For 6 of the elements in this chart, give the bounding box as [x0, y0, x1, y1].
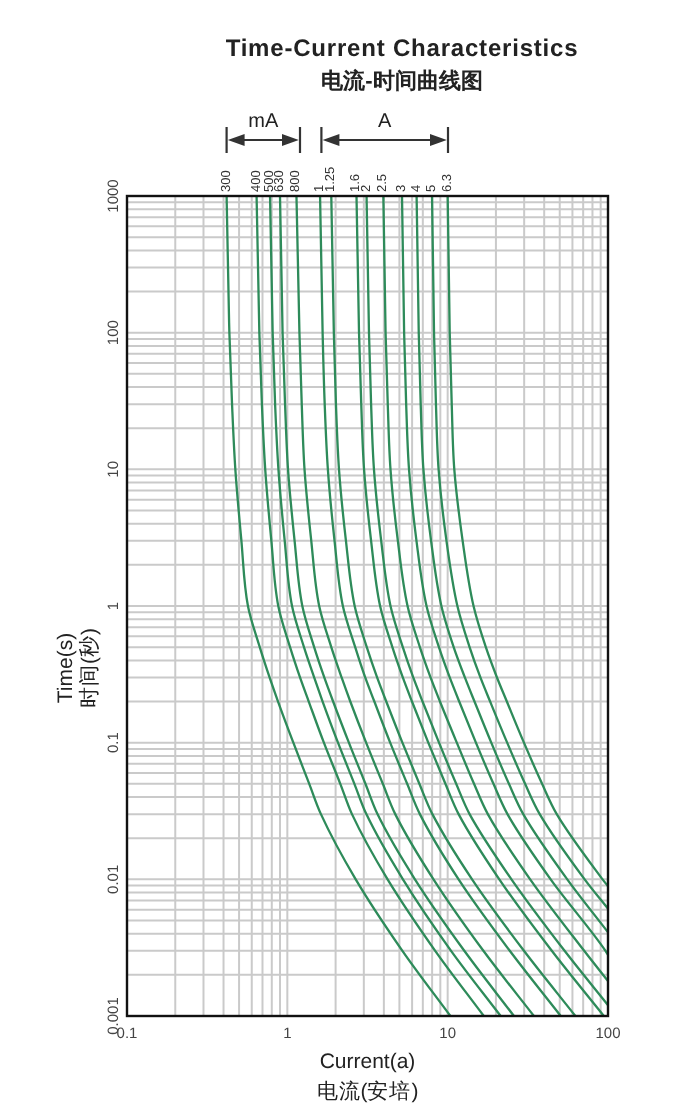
chart-subtitle: 电流-时间曲线图 — [321, 68, 483, 94]
y-axis-title: Time(s) 时间(秒) — [54, 628, 102, 708]
chart-title: Time-Current Characteristics — [225, 34, 579, 62]
text: A — [378, 111, 393, 133]
text: mA — [248, 111, 279, 133]
x-axis-title: Current(a) 电流(安培) — [316, 1050, 419, 1104]
